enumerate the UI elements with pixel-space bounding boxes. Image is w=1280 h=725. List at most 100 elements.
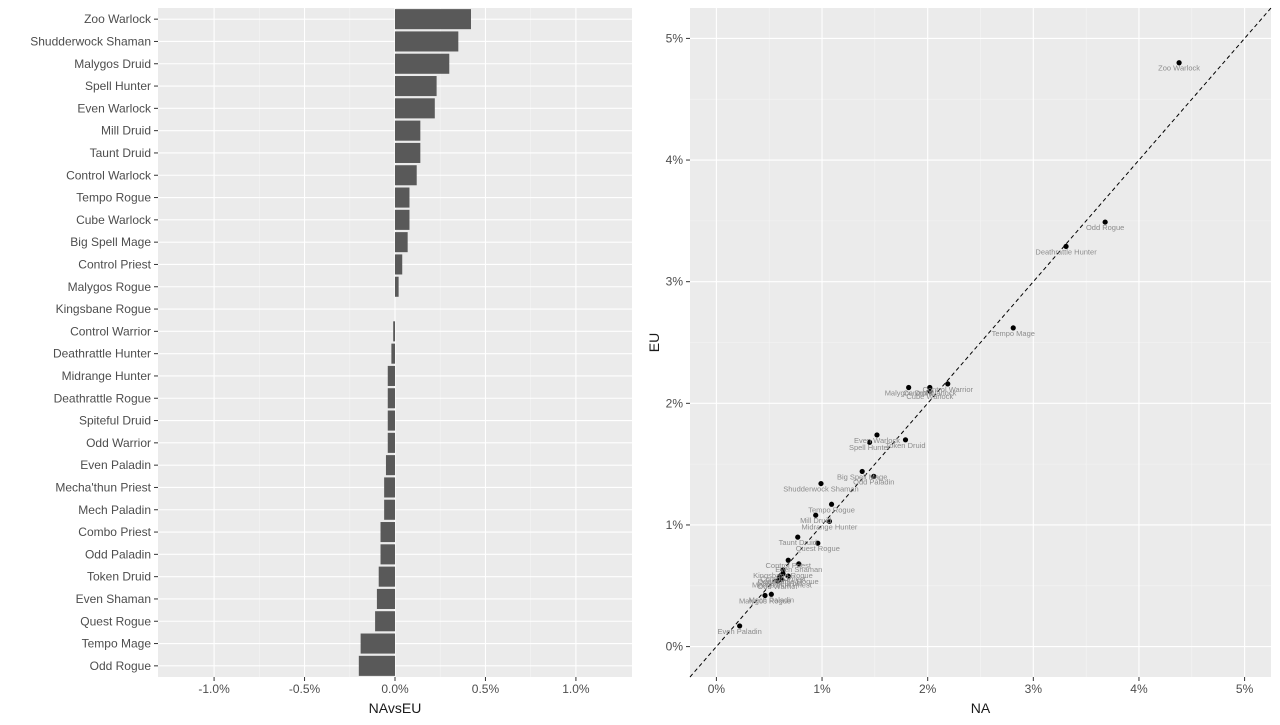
scatter-x-tick-label: 1% [813, 682, 831, 696]
scatter-point-label: Midrange Hunter [802, 522, 858, 531]
scatter-x-tick-label: 5% [1236, 682, 1254, 696]
bar-category-label: Odd Warrior [86, 436, 151, 450]
scatter-point [874, 432, 880, 438]
bar-odd-rogue [358, 655, 395, 676]
bar-x-tick-label: 1.0% [562, 682, 590, 696]
bar-tempo-rogue [395, 187, 410, 208]
bar-category-label: Token Druid [87, 570, 151, 584]
scatter-point [796, 561, 802, 567]
bar-category-label: Even Paladin [80, 458, 151, 472]
scatter-x-axis-title: NA [971, 700, 991, 716]
bar-category-label: Deathrattle Hunter [53, 347, 151, 361]
scatter-point [785, 573, 791, 579]
scatter-point [826, 518, 833, 524]
scatter-point [902, 437, 909, 443]
bar-control-warrior [393, 321, 395, 342]
bar-x-tick-label: -0.5% [289, 682, 321, 696]
bar-category-label: Cube Warlock [76, 213, 152, 227]
scatter-y-tick-label: 4% [666, 153, 684, 167]
scatter-point-label: Control Warrior [922, 385, 973, 394]
bar-quest-rogue [375, 611, 395, 632]
bar-tempo-mage [360, 633, 395, 654]
scatter-point-label: Even Shaman [775, 565, 822, 574]
bar-category-label: Shudderwock Shaman [30, 34, 151, 48]
bar-even-paladin [385, 455, 395, 476]
bar-token-druid [378, 566, 395, 587]
bar-category-label: Malygos Rogue [68, 280, 152, 294]
bar-category-label: Mecha'thun Priest [55, 480, 151, 494]
scatter-point-label: Mecha'thun Priest [752, 581, 813, 590]
bar-mill-druid [395, 120, 421, 141]
scatter-point-label: Even Warlock [854, 436, 900, 445]
bar-x-tick-label: 0.5% [472, 682, 500, 696]
scatter-point-label: Tempo Rogue [808, 505, 855, 514]
scatter-point-label: Quest Rogue [796, 544, 840, 553]
scatter-point-label: Tempo Mage [992, 329, 1035, 338]
bar-deathrattle-rogue [387, 388, 395, 409]
scatter-point [762, 592, 768, 599]
scatter-point-label: Control Warlock [903, 389, 956, 398]
scatter-point [818, 480, 824, 487]
bar-category-label: Tempo Rogue [76, 191, 151, 205]
bar-odd-paladin [380, 544, 395, 565]
scatter-y-axis-title: EU [646, 333, 662, 352]
scatter-point [737, 623, 743, 629]
scatter-point-label: Odd Rogue [1086, 223, 1124, 232]
bar-category-label: Spiteful Druid [79, 414, 151, 428]
scatter-point-label: Odd Warrior [757, 582, 798, 591]
reference-line-y-equals-x [689, 7, 1272, 678]
scatter-point [768, 591, 774, 597]
bar-even-shaman [376, 588, 395, 609]
scatter-y-tick-label: 3% [666, 275, 684, 289]
scatter-point-label: Kingsbane Rogue [753, 571, 813, 580]
bar-category-label: Even Warlock [77, 101, 152, 115]
bar-category-label: Zoo Warlock [84, 12, 152, 26]
scatter-point [866, 439, 873, 445]
scatter-point [906, 384, 912, 391]
bar-deathrattle-hunter [391, 343, 395, 364]
scatter-point-label: Mech Paladin [749, 595, 794, 604]
bar-category-label: Malygos Druid [74, 57, 151, 71]
bar-mech-paladin [384, 499, 395, 520]
bar-midrange-hunter [387, 365, 395, 386]
scatter-x-tick-label: 4% [1130, 682, 1148, 696]
scatter-point-label: Control Priest [766, 561, 812, 570]
bar-mecha-thun-priest [384, 477, 395, 498]
bar-combo-priest [380, 522, 395, 543]
scatter-point [859, 468, 865, 475]
bar-category-label: Odd Rogue [90, 659, 152, 673]
scatter-point [795, 534, 801, 540]
bar-zoo-warlock [395, 9, 471, 30]
bar-category-label: Midrange Hunter [62, 369, 151, 383]
bar-control-warlock [395, 165, 417, 186]
scatter-point-label: Cube Warlock [906, 392, 953, 401]
scatter-y-tick-label: 2% [666, 396, 684, 410]
scatter-x-tick-label: 0% [708, 682, 726, 696]
bar-category-label: Mill Druid [101, 124, 151, 138]
scatter-point [1010, 325, 1016, 331]
bar-x-tick-label: -1.0% [198, 682, 230, 696]
bar-big-spell-mage [395, 232, 408, 253]
scatter-point [927, 384, 933, 391]
bar-taunt-druid [395, 142, 421, 163]
scatter-x-tick-label: 2% [919, 682, 937, 696]
scatter-point-label: Deathrattle Rogue [758, 577, 819, 586]
bar-even-warlock [395, 98, 435, 119]
scatter-point-label: Spell Hunter [849, 443, 891, 452]
scatter-point-label: Shudderwock Shaman [783, 485, 858, 494]
bar-shudderwock-shaman [395, 31, 459, 52]
bar-x-tick-label: 0.0% [381, 682, 409, 696]
bar-control-priest [395, 254, 403, 275]
bar-category-label: Deathrattle Rogue [54, 391, 152, 405]
scatter-point-label: Token Druid [885, 441, 925, 450]
scatter-point-label: Combo Priest [760, 575, 806, 584]
scatter-point [779, 577, 785, 583]
bar-category-label: Quest Rogue [80, 614, 151, 628]
bar-category-label: Combo Priest [78, 525, 151, 539]
bar-category-label: Even Shaman [76, 592, 151, 606]
scatter-point [775, 578, 781, 584]
bar-odd-warrior [387, 432, 395, 453]
scatter-point [785, 557, 791, 563]
scatter-point [813, 512, 819, 518]
